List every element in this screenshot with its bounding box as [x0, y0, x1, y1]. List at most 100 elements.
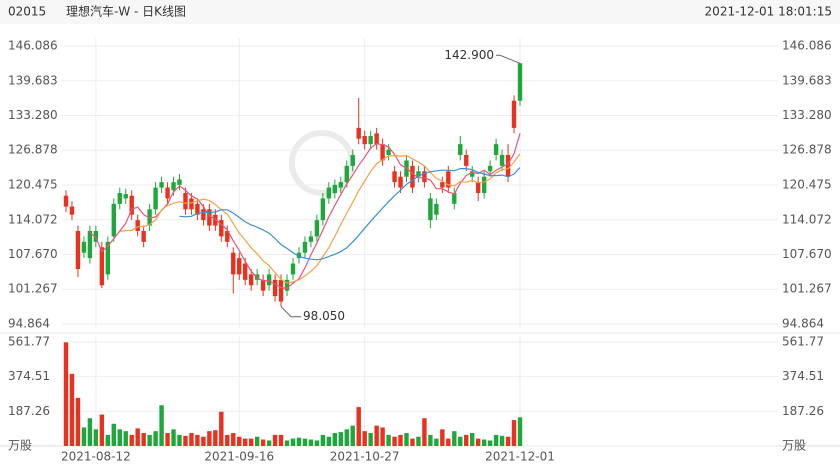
- candle-body: [195, 203, 200, 215]
- volume-bar: [350, 425, 355, 446]
- volume-bar: [201, 436, 206, 446]
- candle-body: [487, 165, 493, 172]
- volume-bar: [314, 440, 320, 446]
- candle-body: [165, 187, 170, 199]
- candle-body: [213, 214, 218, 226]
- volume-bar: [422, 418, 427, 446]
- candle-body: [129, 195, 134, 215]
- candle-body: [428, 198, 433, 221]
- volume-bar: [195, 434, 200, 446]
- y-tick-label-right: 133.280: [782, 108, 832, 122]
- volume-bar: [272, 434, 278, 446]
- candle-body: [278, 279, 284, 302]
- volume-bar: [404, 433, 409, 446]
- volume-bar: [416, 436, 421, 446]
- candle-body: [243, 263, 248, 280]
- volume-bar: [481, 439, 487, 446]
- volume-bar: [189, 433, 194, 446]
- volume-bar: [260, 439, 266, 446]
- candle-body: [141, 230, 146, 242]
- volume-bar: [368, 433, 373, 446]
- candle-body: [93, 230, 99, 242]
- volume-bar: [505, 436, 511, 446]
- high-label: 142.900: [444, 48, 494, 62]
- candle-body: [189, 198, 194, 210]
- volume-bar: [123, 431, 128, 446]
- candle-body: [272, 279, 278, 297]
- candle-body: [314, 220, 320, 237]
- volume-bar: [398, 434, 403, 446]
- volume-bar: [278, 434, 284, 446]
- volume-bar: [362, 431, 367, 446]
- candle-body: [296, 252, 302, 259]
- volume-bar: [410, 438, 415, 446]
- volume-bar: [374, 425, 379, 446]
- candle-body: [320, 198, 326, 221]
- y-tick-label-right: 120.475: [782, 178, 832, 192]
- volume-bar: [177, 434, 182, 446]
- candle-body: [308, 236, 314, 242]
- candle-body: [201, 209, 206, 221]
- y-tick-label: 94.864: [8, 317, 50, 331]
- volume-bar: [464, 434, 469, 446]
- volume-bar: [99, 414, 105, 446]
- candle-body: [99, 247, 105, 286]
- candle-body: [225, 230, 230, 242]
- volume-bar: [302, 438, 308, 446]
- candle-body: [69, 206, 75, 215]
- x-tick-label: 2021-10-27: [330, 450, 400, 464]
- y-tick-label: 101.267: [8, 282, 58, 296]
- candle-body: [493, 144, 499, 156]
- volume-bar: [284, 440, 290, 446]
- low-label: 98.050: [303, 309, 345, 323]
- x-tick-label: 2021-12-01: [485, 450, 555, 464]
- y-tick-label-right: 万股: [782, 439, 806, 453]
- volume-bar: [470, 433, 475, 446]
- volume-bar: [475, 438, 481, 446]
- candle-body: [177, 179, 182, 185]
- y-tick-label-right: 187.26: [782, 404, 824, 418]
- candle-body: [511, 100, 517, 128]
- y-tick-label: 139.683: [8, 73, 58, 87]
- volume-bar: [254, 436, 260, 446]
- volume-bar: [499, 435, 505, 446]
- candle-body: [434, 203, 439, 215]
- candle-body: [260, 279, 266, 291]
- candle-body: [117, 193, 122, 204]
- volume-bar: [248, 438, 254, 446]
- volume-bar: [243, 438, 248, 446]
- y-tick-label: 126.878: [8, 143, 58, 157]
- y-tick-label-right: 114.072: [782, 212, 832, 226]
- candle-body: [284, 279, 290, 291]
- y-tick-label: 187.26: [8, 404, 50, 418]
- volume-bar: [517, 417, 523, 446]
- volume-bar: [356, 407, 361, 446]
- candle-body: [105, 241, 111, 275]
- volume-bar: [69, 373, 75, 446]
- chart-title: 理想汽车-W - 日K线图: [66, 4, 186, 19]
- volume-bar: [225, 434, 230, 446]
- candle-body: [499, 155, 505, 166]
- x-tick-label: 2021-09-16: [204, 450, 274, 464]
- volume-bar: [159, 405, 164, 446]
- volume-bar: [493, 434, 499, 446]
- candle-body: [470, 171, 475, 177]
- leader-line: [496, 54, 521, 64]
- timestamp: 2021-12-01 18:01:15: [705, 5, 832, 19]
- volume-bar: [446, 438, 451, 446]
- volume-bar: [296, 437, 302, 446]
- candle-body: [505, 155, 511, 177]
- ma-line: [179, 167, 521, 261]
- candle-body: [81, 241, 87, 253]
- y-tick-label: 万股: [8, 439, 32, 453]
- volume-bar: [165, 433, 170, 446]
- volume-bar: [308, 439, 314, 446]
- volume-bar: [434, 438, 439, 446]
- candle-body: [266, 274, 272, 286]
- y-tick-label-right: 126.878: [782, 143, 832, 157]
- volume-bar: [183, 435, 188, 446]
- volume-bar: [428, 434, 433, 446]
- candle-body: [326, 187, 332, 199]
- y-tick-label: 374.51: [8, 369, 50, 383]
